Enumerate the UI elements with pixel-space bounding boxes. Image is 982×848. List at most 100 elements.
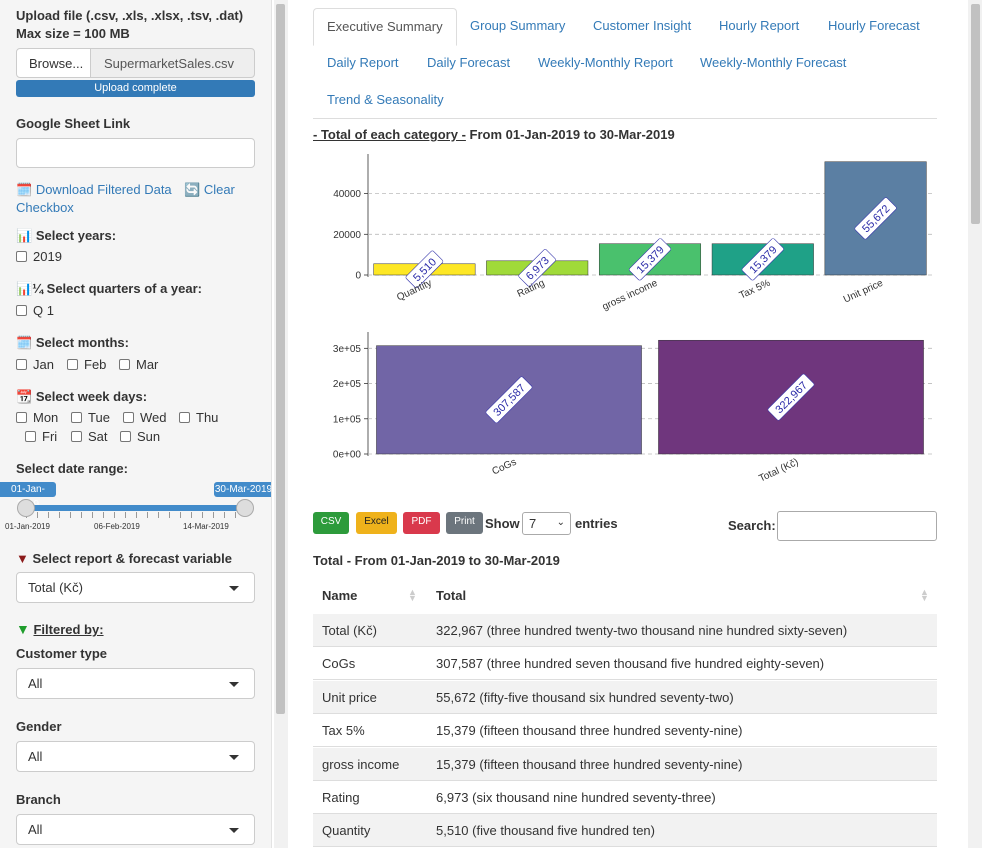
table-row[interactable]: Rating 6,973 (six thousand nine hundred s… — [313, 781, 937, 814]
file-name-field[interactable]: SupermarketSales.csv — [90, 48, 255, 78]
table-row[interactable]: CoGs 307,587 (three hundred seven thousan… — [313, 647, 937, 681]
chevron-down-icon: ⌄ — [556, 517, 565, 528]
y-tick-label: 0e+00 — [333, 450, 362, 461]
weekday-checkbox-mon[interactable]: Mon — [16, 410, 58, 425]
quarter-checkbox-q1[interactable]: Q 1 — [16, 303, 54, 318]
tab-daily-report[interactable]: Daily Report — [327, 55, 399, 70]
weekdays-label: 📆 Select week days: — [16, 389, 148, 404]
sort-icon[interactable]: ▲ ▼ — [920, 587, 929, 603]
table-row[interactable]: Unit price 55,672 (fifty-five thousand si… — [313, 680, 937, 714]
tab-customer-insight[interactable]: Customer Insight — [593, 18, 692, 33]
weekday-checkbox-sun[interactable]: Sun — [120, 429, 160, 444]
table-row[interactable]: gross income 15,379 (fifteen thousand thr… — [313, 747, 937, 781]
upload-label: Upload file (.csv, .xls, .xlsx, .tsv, .d… — [16, 8, 244, 23]
data-label-box — [741, 238, 784, 281]
customer-type-select[interactable]: All — [16, 668, 255, 699]
tab-daily-forecast[interactable]: Daily Forecast — [427, 55, 511, 70]
gsheet-label: Google Sheet Link — [16, 116, 131, 131]
quarters-label: 📊¼ Select quarters of a year: — [16, 281, 203, 296]
tab-executive-summary[interactable]: Executive Summary — [313, 8, 457, 46]
excel-button[interactable]: Excel — [356, 512, 397, 534]
date-slider-ticks — [26, 512, 245, 518]
checkbox-icon[interactable] — [25, 431, 36, 442]
browse-button[interactable]: Browse... — [16, 48, 91, 78]
tab-hourly-forecast[interactable]: Hourly Forecast — [828, 18, 920, 33]
sidebar-scrollbar-thumb[interactable] — [276, 4, 285, 714]
x-tick-label: Tax 5% — [738, 278, 772, 302]
data-label-box — [485, 376, 533, 424]
weekday-checkbox-thu[interactable]: Thu — [179, 410, 218, 425]
column-header-name[interactable]: Name — [322, 588, 358, 603]
date-slider-handle-end[interactable] — [236, 499, 254, 517]
weekday-checkbox-wed[interactable]: Wed — [123, 410, 167, 425]
print-button[interactable]: Print — [446, 512, 483, 534]
calendar-icon: 🗓️ — [16, 335, 33, 350]
slider-tick-label: 14-Mar-2019 — [183, 522, 229, 531]
date-from-badge: 01-Jan-2019 — [0, 482, 56, 510]
data-label-box — [767, 373, 815, 421]
checkbox-icon[interactable] — [16, 251, 27, 262]
report-var-select[interactable]: Total (Kč) — [16, 572, 255, 603]
checkbox-icon[interactable] — [16, 359, 27, 370]
tab-hourly-report[interactable]: Hourly Report — [719, 18, 800, 33]
checkbox-icon[interactable] — [16, 305, 27, 316]
triangle-down-icon: ▼ — [16, 551, 29, 566]
chevron-down-icon — [229, 828, 239, 833]
tab-weekly-monthly-report[interactable]: Weekly-Monthly Report — [538, 55, 673, 70]
sidebar: Upload file (.csv, .xls, .xlsx, .tsv, .d… — [0, 0, 272, 848]
main-scrollbar-thumb[interactable] — [971, 4, 980, 224]
checkbox-icon[interactable] — [179, 412, 190, 423]
gsheet-input[interactable] — [16, 138, 255, 168]
data-label-box — [854, 197, 897, 240]
report-var-label: ▼ Select report & forecast variable — [16, 551, 232, 566]
clear-checkbox-link[interactable]: 🔄 Clear — [184, 182, 235, 197]
month-checkbox-mar[interactable]: Mar — [119, 357, 158, 372]
entries-select[interactable]: 7 ⌄ — [522, 512, 571, 535]
search-input[interactable] — [777, 511, 937, 541]
cell-name: CoGs — [322, 656, 356, 672]
y-tick-label: 3e+05 — [333, 344, 362, 355]
tab-trend-seasonality[interactable]: Trend & Seasonality — [327, 92, 444, 107]
refresh-icon: 🔄 — [184, 182, 201, 197]
month-checkbox-jan[interactable]: Jan — [16, 357, 54, 372]
checkbox-icon[interactable] — [71, 412, 82, 423]
clear-checkbox-link-line2[interactable]: Checkbox — [16, 200, 74, 215]
download-link[interactable]: 🗓️ Download Filtered Data — [16, 182, 172, 197]
tab-group-summary[interactable]: Group Summary — [470, 18, 566, 33]
tab-weekly-monthly-forecast[interactable]: Weekly-Monthly Forecast — [700, 55, 847, 70]
table-row[interactable]: Quantity 5,510 (five thousand five hundre… — [313, 814, 937, 848]
x-tick-label: CoGs — [490, 457, 518, 478]
chevron-down-icon — [229, 586, 239, 591]
weekday-checkbox-tue[interactable]: Tue — [71, 410, 110, 425]
sort-icon[interactable]: ▲ ▼ — [408, 587, 417, 603]
daterange-label: Select date range: — [16, 461, 128, 476]
weekday-checkbox-sat[interactable]: Sat — [71, 429, 108, 444]
pdf-button[interactable]: PDF — [403, 512, 440, 534]
y-tick-label: 40000 — [333, 189, 361, 200]
checkbox-icon[interactable] — [123, 412, 134, 423]
date-to-badge: 30-Mar-2019 — [214, 482, 272, 497]
year-checkbox-2019[interactable]: 2019 — [16, 249, 62, 264]
checkbox-icon[interactable] — [71, 431, 82, 442]
filtered-by-label[interactable]: ▼ Filtered by: — [16, 621, 104, 637]
month-checkbox-feb[interactable]: Feb — [67, 357, 106, 372]
upload-progress-bar: Upload complete — [16, 80, 255, 97]
csv-button[interactable]: CSV — [313, 512, 349, 534]
checkbox-icon[interactable] — [16, 412, 27, 423]
x-tick-label: Unit price — [842, 278, 885, 306]
table-row[interactable]: Tax 5% 15,379 (fifteen thousand three hun… — [313, 714, 937, 748]
cell-total: 307,587 (three hundred seven thousand fi… — [436, 656, 825, 672]
cell-total: 55,672 (fifty-five thousand six hundred … — [436, 689, 734, 705]
checkbox-icon[interactable] — [120, 431, 131, 442]
column-header-total[interactable]: Total — [436, 588, 467, 603]
gender-select[interactable]: All — [16, 741, 255, 772]
checkbox-icon[interactable] — [67, 359, 78, 370]
table-row[interactable]: Total (Kč) 322,967 (three hundred twenty-… — [313, 614, 937, 647]
y-tick-label: 1e+05 — [333, 414, 362, 425]
weekday-checkbox-fri[interactable]: Fri — [25, 429, 57, 444]
cell-name: Tax 5% — [322, 723, 365, 739]
checkbox-icon[interactable] — [119, 359, 130, 370]
date-slider-handle-start[interactable] — [17, 499, 35, 517]
cell-total: 6,973 (six thousand nine hundred seventy… — [436, 790, 716, 805]
branch-select[interactable]: All — [16, 814, 255, 845]
